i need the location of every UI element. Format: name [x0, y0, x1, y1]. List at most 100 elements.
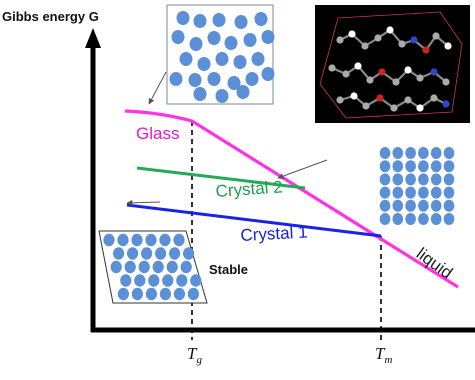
- molecule-dot: [443, 147, 455, 159]
- atom: [336, 36, 344, 44]
- molecule-dot: [124, 260, 136, 274]
- molecule-dot: [171, 30, 185, 44]
- atom: [430, 94, 438, 102]
- molecule-dot: [418, 213, 429, 225]
- atom: [376, 94, 384, 102]
- molecule-dot: [169, 247, 181, 260]
- molecule-dot: [176, 11, 190, 25]
- molecule-dot: [430, 173, 442, 186]
- molecule-dot: [189, 37, 203, 51]
- molecule-dot: [193, 87, 207, 101]
- molecule-dot: [233, 55, 247, 69]
- glass-pointer-arrow: [148, 71, 167, 105]
- molecule-dot: [117, 287, 129, 301]
- crystal1-line: [126, 203, 382, 238]
- molecule-dot: [443, 173, 455, 186]
- atom: [374, 34, 382, 42]
- molecule-dot: [180, 260, 192, 274]
- molecule-dot: [418, 160, 429, 173]
- molecule-dot: [145, 233, 157, 247]
- molecule-dot: [379, 147, 391, 159]
- molecule-dot: [159, 287, 171, 301]
- molecule-dot: [207, 31, 221, 45]
- molecule-dot: [187, 287, 199, 301]
- atom: [410, 36, 418, 44]
- atom: [366, 76, 374, 84]
- molecule-dot: [405, 186, 416, 199]
- atom: [392, 78, 400, 86]
- molecule-dot: [379, 173, 391, 186]
- molecule-dot: [392, 147, 404, 159]
- molecule-dot: [392, 186, 404, 199]
- molecule-dot: [443, 213, 455, 225]
- molecule-dot: [418, 147, 429, 159]
- molecule-dot: [227, 76, 241, 90]
- molecule-dot: [405, 213, 416, 225]
- atom: [404, 96, 412, 104]
- crystal2-pointer-arrow: [277, 159, 328, 179]
- tg-subscript: g: [196, 354, 202, 366]
- stable-pointer-arrow: [126, 199, 161, 206]
- atom: [386, 26, 394, 34]
- molecule-dot: [430, 199, 442, 212]
- molecule-dot: [215, 52, 229, 66]
- axes: [85, 28, 475, 333]
- molecule-dot: [234, 15, 248, 29]
- molecule-dot: [193, 14, 207, 28]
- molecule-dot: [120, 274, 132, 287]
- atom: [398, 40, 406, 48]
- glass-curve: [124, 109, 459, 289]
- atom: [416, 104, 424, 112]
- molecule-dot: [166, 260, 178, 274]
- atom: [444, 42, 452, 50]
- molecule-dot: [405, 160, 416, 173]
- crystal1-label: Crystal 1: [240, 222, 308, 245]
- molecule-dot: [159, 233, 171, 247]
- molecule-dot: [127, 247, 139, 260]
- atom: [432, 32, 440, 40]
- molecule-dot: [392, 213, 404, 225]
- random-circle-packing-icon: [166, 4, 275, 105]
- molecule-dot: [392, 173, 404, 186]
- molecule-dot: [379, 160, 391, 173]
- atom: [378, 68, 386, 76]
- crystal2-line: [136, 166, 306, 190]
- molecule-dot: [148, 274, 160, 287]
- molecule-dot: [190, 274, 202, 287]
- molecule-dot: [197, 57, 211, 71]
- molecule-dot: [392, 199, 404, 212]
- atom: [354, 62, 362, 70]
- molecule-dot: [405, 173, 416, 186]
- molecule-dot: [131, 287, 143, 301]
- tm-subscript: m: [384, 354, 393, 366]
- tg-tick-label: Tg: [187, 344, 202, 366]
- molecule-dot: [430, 160, 442, 173]
- molecule-dot: [183, 247, 195, 260]
- molecule-dot: [145, 287, 157, 301]
- molecule-dot: [379, 199, 391, 212]
- molecule-dot: [169, 72, 183, 86]
- atom: [442, 78, 450, 86]
- molecule-dot: [131, 233, 143, 247]
- molecule-dot: [236, 85, 250, 99]
- molecule-dot: [418, 199, 429, 212]
- atom: [336, 96, 344, 104]
- molecule-dot: [173, 233, 185, 247]
- molecule-dot: [243, 33, 257, 47]
- molecule-dot: [224, 36, 238, 50]
- molecule-dot: [245, 72, 259, 86]
- y-axis-title: Gibbs energy G: [2, 9, 99, 24]
- molecule-dot: [418, 186, 429, 199]
- atom: [362, 102, 370, 110]
- molecule-dot: [141, 247, 153, 260]
- molecule-dot: [110, 260, 122, 274]
- molecule-dot: [405, 199, 416, 212]
- molecule-dot: [418, 173, 429, 186]
- molecule-dot: [443, 160, 455, 173]
- molecule-dot: [254, 12, 268, 26]
- tm-tick-label: Tm: [375, 344, 393, 366]
- molecule-dot: [138, 260, 150, 274]
- molecule-dot: [392, 160, 404, 173]
